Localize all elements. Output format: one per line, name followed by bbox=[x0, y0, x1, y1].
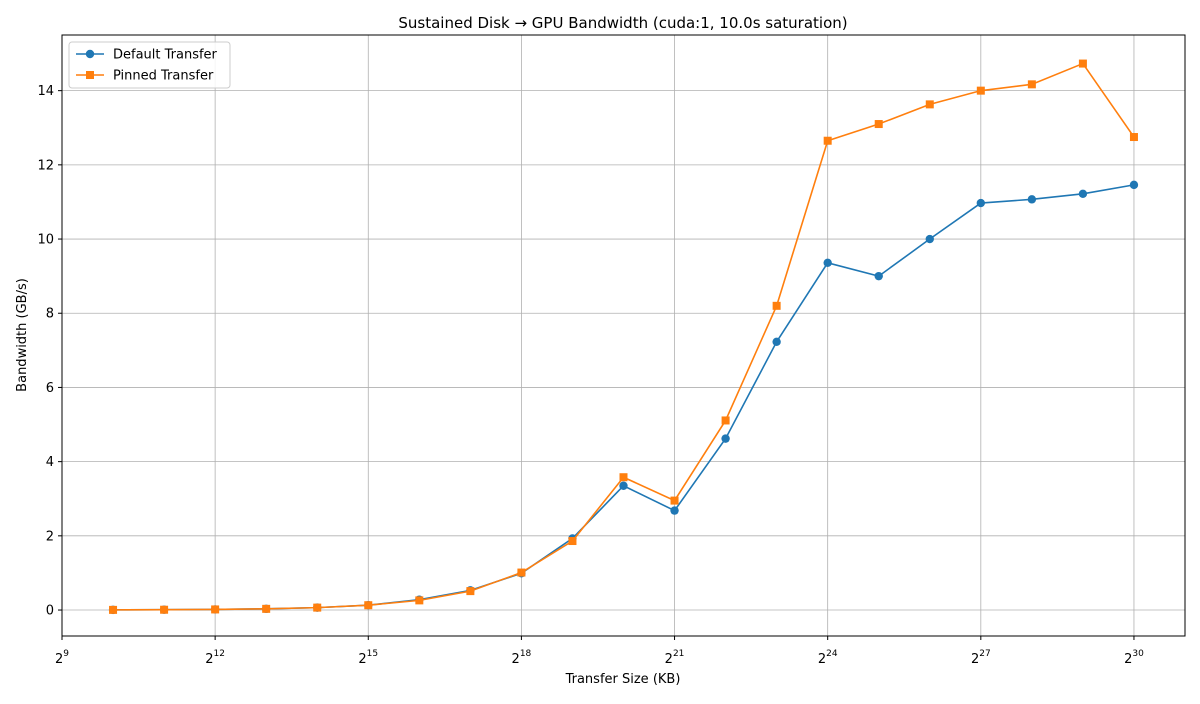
data-point-square bbox=[874, 120, 883, 129]
legend-marker-square bbox=[86, 71, 94, 79]
x-tick-base: 2 bbox=[665, 652, 673, 667]
y-tick-label: 0 bbox=[46, 604, 54, 619]
x-axis-ticks: 29 212 215 218 221 224 227 230 bbox=[55, 636, 1144, 667]
legend: Default Transfer Pinned Transfer bbox=[68, 41, 231, 89]
data-point-square bbox=[517, 568, 526, 577]
data-point-square bbox=[925, 100, 934, 109]
data-point-square bbox=[772, 301, 781, 310]
x-tick-base: 2 bbox=[1124, 652, 1132, 667]
x-tick-base: 2 bbox=[55, 652, 63, 667]
x-tick-base: 2 bbox=[512, 652, 520, 667]
data-point-circle bbox=[874, 271, 883, 281]
x-tick-label: 215 bbox=[358, 649, 378, 667]
x-tick-label: 29 bbox=[55, 649, 69, 667]
data-point-square bbox=[160, 605, 169, 614]
x-tick-base: 2 bbox=[971, 652, 979, 667]
data-point-circle bbox=[1078, 189, 1088, 198]
data-point-square bbox=[313, 603, 322, 612]
data-point-circle bbox=[976, 198, 986, 208]
legend-marker-circle bbox=[85, 49, 95, 59]
x-tick-exponent: 30 bbox=[1132, 649, 1144, 659]
data-point-circle bbox=[772, 337, 781, 347]
data-point-square bbox=[721, 416, 730, 425]
x-tick-exponent: 27 bbox=[979, 649, 990, 659]
x-tick-base: 2 bbox=[818, 652, 826, 667]
legend-label: Pinned Transfer bbox=[113, 69, 214, 84]
data-point-square bbox=[976, 86, 985, 95]
data-point-square bbox=[568, 537, 577, 546]
data-point-square bbox=[415, 596, 424, 605]
data-point-square bbox=[1078, 59, 1087, 68]
data-point-square bbox=[619, 473, 628, 482]
y-tick-label: 6 bbox=[46, 381, 54, 396]
y-axis-label: Bandwidth (GB/s) bbox=[15, 278, 30, 392]
x-tick-exponent: 12 bbox=[214, 649, 225, 659]
data-point-square bbox=[670, 496, 679, 505]
x-axis-label: Transfer Size (KB) bbox=[565, 672, 681, 687]
data-point-circle bbox=[619, 481, 628, 490]
y-tick-label: 12 bbox=[37, 158, 54, 173]
data-point-square bbox=[262, 604, 271, 613]
series-2 bbox=[109, 59, 1138, 614]
legend-box bbox=[68, 41, 231, 89]
y-tick-label: 8 bbox=[46, 307, 54, 322]
y-tick-label: 10 bbox=[37, 233, 54, 248]
x-tick-exponent: 15 bbox=[367, 649, 378, 659]
x-tick-label: 224 bbox=[818, 649, 838, 667]
x-tick-label: 230 bbox=[1124, 649, 1144, 667]
y-tick-label: 2 bbox=[46, 529, 54, 544]
y-tick-label: 14 bbox=[37, 84, 54, 99]
chart-title: Sustained Disk → GPU Bandwidth (cuda:1, … bbox=[398, 14, 847, 32]
legend-item: Pinned Transfer bbox=[76, 69, 214, 84]
data-point-circle bbox=[670, 506, 679, 515]
x-tick-label: 221 bbox=[665, 649, 685, 667]
plot-frame bbox=[61, 34, 1186, 637]
data-point-circle bbox=[721, 434, 730, 443]
x-tick-base: 2 bbox=[358, 652, 366, 667]
x-tick-base: 2 bbox=[205, 652, 213, 667]
data-point-circle bbox=[925, 234, 934, 244]
data-point-square bbox=[823, 136, 832, 145]
data-point-circle bbox=[1129, 180, 1139, 190]
x-tick-exponent: 21 bbox=[673, 649, 684, 659]
x-tick-label: 227 bbox=[971, 649, 991, 667]
x-tick-label: 212 bbox=[205, 649, 225, 667]
series-1 bbox=[108, 180, 1139, 615]
data-point-square bbox=[1129, 133, 1138, 142]
legend-item: Default Transfer bbox=[76, 48, 218, 63]
data-point-square bbox=[466, 587, 475, 596]
x-tick-exponent: 9 bbox=[63, 649, 69, 659]
data-point-square bbox=[109, 605, 118, 614]
y-axis-ticks: 0 2 4 6 8 10 12 14 bbox=[37, 84, 62, 619]
data-point-square bbox=[1027, 80, 1036, 89]
data-point-square bbox=[211, 605, 220, 614]
data-point-circle bbox=[823, 258, 832, 267]
x-tick-exponent: 18 bbox=[520, 649, 532, 659]
legend-label: Default Transfer bbox=[113, 48, 218, 63]
x-tick-label: 218 bbox=[512, 649, 532, 667]
series-layer bbox=[108, 59, 1139, 615]
y-tick-label: 4 bbox=[46, 455, 54, 470]
grid-lines bbox=[61, 35, 1185, 636]
data-point-square bbox=[364, 601, 373, 610]
data-point-circle bbox=[1027, 195, 1037, 204]
x-tick-exponent: 24 bbox=[826, 649, 838, 659]
